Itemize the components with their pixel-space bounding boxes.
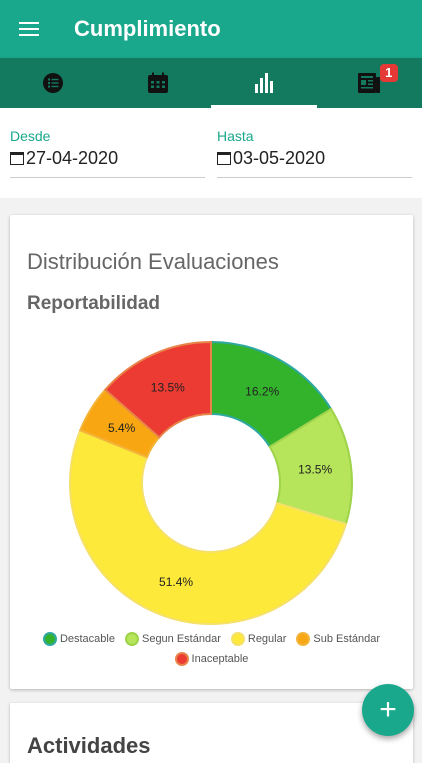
legend-label: Regular xyxy=(248,633,287,645)
legend-label: Destacable xyxy=(60,633,115,645)
bar-chart-icon xyxy=(253,72,275,94)
date-to-value: 03-05-2020 xyxy=(233,148,325,169)
newspaper-icon xyxy=(357,72,381,94)
date-from-value: 27-04-2020 xyxy=(26,148,118,169)
activities-title: Actividades xyxy=(27,733,151,759)
legend-item[interactable]: Regular xyxy=(231,632,287,646)
date-from-label: Desde xyxy=(10,128,205,144)
calendar-small-icon xyxy=(217,152,231,165)
slice-label: 16.2% xyxy=(245,384,279,398)
date-filter: Desde 27-04-2020 Hasta 03-05-2020 xyxy=(0,108,422,198)
date-to-field[interactable]: Hasta 03-05-2020 xyxy=(217,128,412,178)
chart-legend: Destacable Segun Estándar Regular Sub Están… xyxy=(10,632,413,666)
slice-label: 13.5% xyxy=(298,463,332,477)
tab-stats[interactable] xyxy=(211,58,317,108)
legend-swatch xyxy=(296,632,310,646)
tab-bar: 1 xyxy=(0,58,422,108)
date-to-label: Hasta xyxy=(217,128,412,144)
legend-item[interactable]: Destacable xyxy=(43,632,115,646)
date-from-field[interactable]: Desde 27-04-2020 xyxy=(10,128,205,178)
donut-chart: 16.2% 13.5% 51.4% 5.4% 13.5% xyxy=(10,215,413,689)
add-button[interactable]: + xyxy=(362,684,414,736)
tab-calendar[interactable] xyxy=(106,58,212,108)
legend-item[interactable]: Sub Estándar xyxy=(296,632,380,646)
hamburger-icon xyxy=(19,28,39,30)
legend-label: Inaceptable xyxy=(192,653,249,665)
calendar-small-icon xyxy=(10,152,24,165)
slice-label: 13.5% xyxy=(151,380,185,394)
notification-badge: 1 xyxy=(380,64,398,82)
calendar-icon xyxy=(147,72,169,94)
legend-swatch xyxy=(175,652,189,666)
list-icon xyxy=(42,72,64,94)
legend-item[interactable]: Segun Estándar xyxy=(125,632,221,646)
activities-card: Actividades xyxy=(10,703,413,763)
slice-label: 51.4% xyxy=(159,575,193,589)
page-title: Cumplimiento xyxy=(74,16,221,42)
distribution-card: Distribución Evaluaciones Reportabilidad… xyxy=(10,215,413,689)
app-bar: Cumplimiento xyxy=(0,0,422,58)
tab-list[interactable] xyxy=(0,58,106,108)
tab-news[interactable]: 1 xyxy=(317,58,422,108)
legend-label: Sub Estándar xyxy=(313,633,380,645)
legend-label: Segun Estándar xyxy=(142,633,221,645)
legend-swatch xyxy=(125,632,139,646)
menu-button[interactable] xyxy=(0,0,58,58)
slice-label: 5.4% xyxy=(108,421,136,435)
legend-item[interactable]: Inaceptable xyxy=(175,652,249,666)
legend-swatch xyxy=(231,632,245,646)
legend-swatch xyxy=(43,632,57,646)
